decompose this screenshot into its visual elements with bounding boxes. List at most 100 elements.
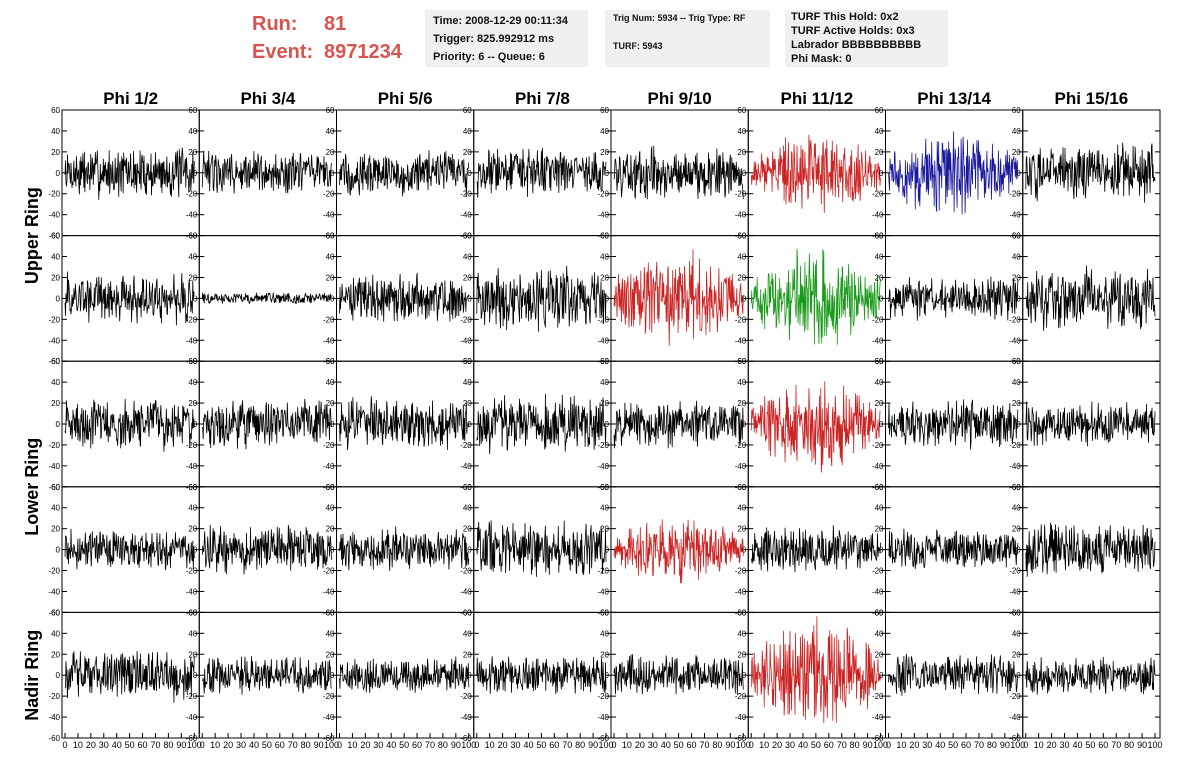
x-tick-label: 70 [425,740,435,750]
y-tick-label: 40 [188,253,197,262]
x-tick-label: 100 [598,740,613,750]
waveform-trace [613,145,744,200]
waveform-trace [201,150,332,194]
y-tick-label: -40 [323,462,335,471]
y-tick-label: -20 [597,692,609,701]
x-tick-label: 30 [1060,740,1070,750]
y-tick-label: 20 [188,148,197,157]
turf-active-holds-text: TURF Active Holds: 0x3 [791,25,915,37]
x-tick-label: 100 [461,740,476,750]
y-tick-label: -20 [597,567,609,576]
y-tick-label: -60 [460,232,472,241]
x-tick-label: 60 [412,740,422,750]
y-tick-label: 20 [600,399,609,408]
y-tick-label: 40 [875,504,884,513]
y-tick-label: 40 [875,629,884,638]
y-tick-label: -60 [1009,608,1021,617]
y-tick-label: -60 [323,232,335,241]
y-tick-label: -40 [186,713,198,722]
waveform-trace [1025,656,1156,695]
y-tick-label: -60 [460,734,472,743]
y-tick-label: 20 [1012,273,1021,282]
y-tick-label: 0 [193,420,198,429]
y-tick-label: -60 [872,608,884,617]
y-tick-label: -40 [186,211,198,220]
x-tick-label: 30 [99,740,109,750]
y-tick-label: 60 [51,608,60,617]
y-tick-label: -20 [597,190,609,199]
y-tick-label: 60 [737,232,746,241]
y-tick-label: -60 [323,357,335,366]
x-tick-label: 80 [575,740,585,750]
x-tick-label: 90 [863,740,873,750]
y-tick-label: 0 [467,420,472,429]
y-tick-label: 60 [600,232,609,241]
y-tick-label: -20 [48,692,60,701]
y-tick-label: 20 [737,650,746,659]
y-tick-label: 20 [51,650,60,659]
y-tick-label: -20 [460,567,472,576]
y-tick-label: 0 [605,420,610,429]
y-tick-label: -40 [48,462,60,471]
x-tick-label: 40 [1072,740,1082,750]
y-tick-label: 20 [326,650,335,659]
ring-label: Upper Ring [22,187,42,284]
y-tick-label: -40 [872,211,884,220]
y-tick-label: 60 [1012,106,1021,115]
y-tick-label: -60 [735,232,747,241]
x-tick-label: 90 [451,740,461,750]
run-label: Run: [252,13,298,35]
y-tick-label: -40 [323,713,335,722]
y-tick-label: -40 [597,336,609,345]
x-tick-label: 100 [187,740,202,750]
y-tick-label: -40 [323,211,335,220]
waveform-trace [613,400,744,449]
y-tick-label: -40 [735,713,747,722]
y-tick-label: 40 [600,378,609,387]
x-tick-label: 40 [523,740,533,750]
y-tick-label: -40 [460,211,472,220]
y-tick-label: -40 [1009,462,1021,471]
y-tick-label: -20 [1009,692,1021,701]
y-tick-label: 0 [56,546,61,555]
y-tick-label: 0 [330,294,335,303]
y-tick-label: 0 [193,671,198,680]
y-tick-label: 20 [188,273,197,282]
y-tick-label: 40 [875,253,884,262]
y-tick-label: 0 [193,294,198,303]
y-tick-label: 0 [1016,546,1021,555]
x-tick-label: 70 [699,740,709,750]
x-tick-label: 10 [210,740,220,750]
phi-mask-text: Phi Mask: 0 [791,53,852,65]
y-tick-label: -40 [735,462,747,471]
y-tick-label: 20 [737,148,746,157]
y-tick-label: 60 [463,232,472,241]
y-tick-label: 20 [875,525,884,534]
y-tick-label: -20 [323,441,335,450]
ring-label: Nadir Ring [22,630,42,721]
y-tick-label: -40 [597,462,609,471]
x-tick-label: 90 [588,740,598,750]
trigger-text: Trigger: 825.992912 ms [433,33,555,45]
y-tick-label: 40 [51,378,60,387]
y-tick-label: -40 [872,462,884,471]
y-tick-label: -40 [48,713,60,722]
y-tick-label: 20 [51,273,60,282]
y-tick-label: -20 [460,190,472,199]
x-tick-label: 90 [1000,740,1010,750]
x-tick-label: 50 [1085,740,1095,750]
x-tick-label: 60 [1098,740,1108,750]
y-tick-label: 0 [467,546,472,555]
x-tick-label: 10 [759,740,769,750]
column-header: Phi 13/14 [917,89,991,108]
y-tick-label: 60 [188,106,197,115]
y-tick-label: 40 [875,127,884,136]
y-tick-label: -40 [597,587,609,596]
y-tick-label: -60 [48,483,60,492]
y-tick-label: 0 [467,294,472,303]
y-tick-label: -60 [872,734,884,743]
run-event-block: Run: 81 Event: 8971234 [252,10,402,66]
x-tick-label: 100 [1147,740,1162,750]
x-tick-label: 30 [373,740,383,750]
y-tick-label: 60 [326,608,335,617]
